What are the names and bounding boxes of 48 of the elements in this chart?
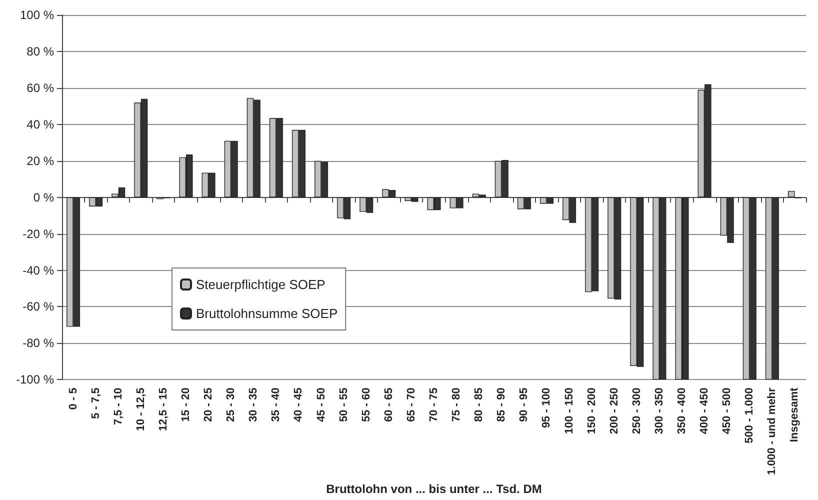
x-tick-label: 45 - 50 [315,388,328,422]
x-tick-label: 70 - 75 [428,388,440,422]
x-tick-label: 150 - 200 [586,388,598,434]
x-tick-label: 95 - 100 [540,388,553,428]
x-tick-label: 100 - 150 [563,388,576,434]
x-tick-label: 0 - 5 [67,388,80,410]
x-tick-label: 300 - 350 [653,388,666,434]
x-tick-label: 80 - 85 [473,388,486,422]
x-tick-label: 250 - 300 [630,388,643,434]
x-tick-label: 7,5 - 10 [112,388,124,425]
x-tick-label: 30 - 35 [248,388,260,422]
x-tick-label: 25 - 30 [225,388,238,422]
x-tick-label: 5 - 7,5 [90,388,102,419]
x-axis-title: Bruttolohn von ... bis unter ... Tsd. DM [326,482,542,496]
legend-label: Steuerpflichtige SOEP [196,277,326,292]
x-tick-label: 55 - 60 [360,388,372,422]
x-tick-label: 400 - 450 [698,388,711,434]
y-tick-label: 0 % [33,190,54,204]
y-tick-label: 60 % [26,80,54,95]
x-tick-label: 50 - 55 [338,388,350,422]
x-tick-label: 60 - 65 [382,388,395,422]
y-tick-label: -100 % [16,372,54,387]
x-tick-label: 85 - 90 [496,388,508,422]
x-tick-label: 65 - 70 [405,388,418,422]
legend-label: Bruttolohnsumme SOEP [196,306,338,321]
x-tick-label: 500 - 1.000 [744,388,756,444]
x-tick-label: 90 - 95 [518,388,530,422]
y-tick-label: -80 % [22,336,54,350]
x-tick-label: 35 - 40 [270,388,282,422]
x-tick-label: 450 - 500 [721,388,734,434]
bar [788,190,795,198]
x-tick-label: 12,5 - 15 [157,388,170,432]
x-tick-label: 20 - 25 [202,388,215,422]
x-tick-label: 200 - 250 [608,388,620,434]
y-tick-label: 40 % [26,117,54,132]
x-tick-label: 10 - 12,5 [134,388,147,432]
x-tick-label: 350 - 400 [676,388,688,434]
x-tick-label: 40 - 45 [292,388,305,422]
x-tick-label: 15 - 20 [180,388,192,422]
y-tick-label: -60 % [22,300,54,314]
x-tick-label: Insgesamt [788,387,801,442]
y-tick-label: 20 % [26,154,54,168]
y-tick-label: -40 % [22,263,54,278]
y-tick-label: -20 % [22,226,54,241]
x-tick-label: 75 - 80 [450,388,463,422]
y-tick-label: 100 % [20,8,54,22]
x-tick-label: 1.000 - und mehr [766,386,778,476]
y-tick-label: 80 % [26,44,54,58]
